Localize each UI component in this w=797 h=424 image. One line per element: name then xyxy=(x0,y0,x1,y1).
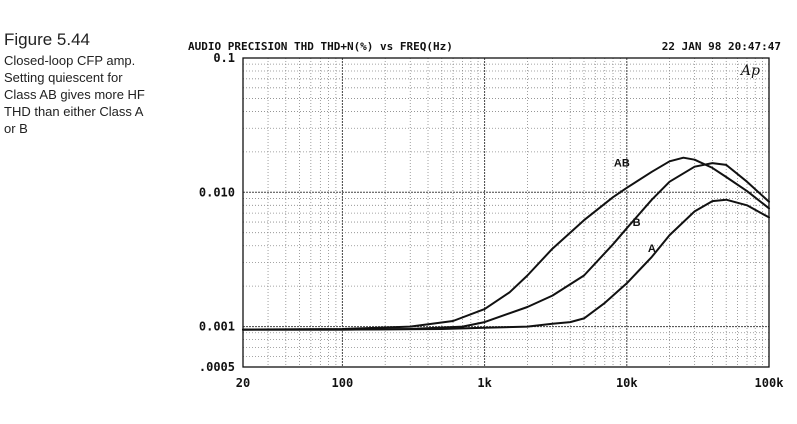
chart-timestamp: 22 JAN 98 20:47:47 xyxy=(662,40,781,53)
plot-grid xyxy=(243,58,769,367)
series-line-ab xyxy=(242,156,770,331)
plot-frame xyxy=(242,57,770,368)
x-tick-label: 100k xyxy=(755,376,785,390)
axis-ticks: 20 100 1k 10k 100k 0.1 0.010 0.001 .0005 xyxy=(199,51,784,390)
series-label-ab: AB xyxy=(614,158,630,170)
data-series: AB B A xyxy=(242,156,770,331)
caption-text: Closed-loop CFP amp. Setting quiescent f… xyxy=(4,53,145,136)
y-tick-label: 0.1 xyxy=(213,51,235,65)
figure-number: Figure 5.44 xyxy=(4,30,90,49)
y-tick-label: 0.001 xyxy=(199,320,235,334)
series-line-b xyxy=(242,162,770,331)
y-tick-label: .0005 xyxy=(199,360,235,374)
x-tick-label: 100 xyxy=(332,376,354,390)
x-tick-label: 1k xyxy=(477,376,492,390)
series-line-a xyxy=(242,198,770,331)
series-label-b: B xyxy=(633,217,641,229)
y-tick-label: 0.010 xyxy=(199,185,235,199)
x-tick-label: 20 xyxy=(236,376,250,390)
x-tick-label: 10k xyxy=(616,376,638,390)
ap-logo: Ap xyxy=(739,63,760,79)
figure-caption: Figure 5.44 Closed-loop CFP amp. Setting… xyxy=(4,30,154,137)
chart-title: AUDIO PRECISION THD THD+N(%) vs FREQ(Hz) xyxy=(188,40,453,53)
series-label-a: A xyxy=(648,243,656,255)
